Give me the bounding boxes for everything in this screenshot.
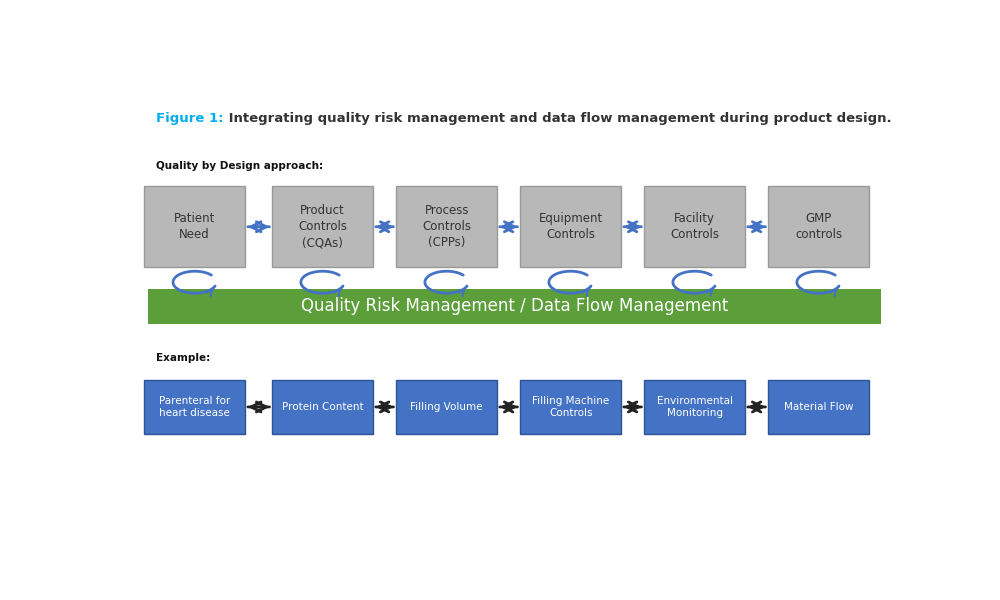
Text: Equipment
Controls: Equipment Controls bbox=[538, 212, 603, 241]
Text: Filling Volume: Filling Volume bbox=[410, 402, 483, 412]
Bar bbox=[644, 380, 745, 434]
Bar bbox=[768, 187, 869, 267]
Text: Product
Controls
(CQAs): Product Controls (CQAs) bbox=[298, 204, 347, 249]
Text: GMP
controls: GMP controls bbox=[795, 212, 842, 241]
Bar bbox=[520, 187, 621, 267]
Bar bbox=[144, 380, 245, 434]
Text: Environmental
Monitoring: Environmental Monitoring bbox=[657, 396, 733, 418]
Text: Material Flow: Material Flow bbox=[784, 402, 853, 412]
Bar bbox=[644, 187, 745, 267]
Text: Filling Machine
Controls: Filling Machine Controls bbox=[532, 396, 609, 418]
Bar bbox=[144, 187, 245, 267]
Bar bbox=[272, 380, 373, 434]
Bar bbox=[396, 187, 497, 267]
Text: Example:: Example: bbox=[156, 353, 210, 363]
Text: Integrating quality risk management and data flow management during product desi: Integrating quality risk management and … bbox=[224, 112, 891, 125]
Text: Protein Content: Protein Content bbox=[282, 402, 363, 412]
Text: Patient
Need: Patient Need bbox=[174, 212, 215, 241]
Text: Facility
Controls: Facility Controls bbox=[670, 212, 719, 241]
Text: Quality by Design approach:: Quality by Design approach: bbox=[156, 161, 323, 172]
Bar bbox=[520, 380, 621, 434]
Text: Figure 1:: Figure 1: bbox=[156, 112, 224, 125]
Text: Parenteral for
heart disease: Parenteral for heart disease bbox=[159, 396, 230, 418]
Bar bbox=[768, 380, 869, 434]
Text: Quality Risk Management / Data Flow Management: Quality Risk Management / Data Flow Mana… bbox=[301, 298, 728, 316]
Text: Process
Controls
(CPPs): Process Controls (CPPs) bbox=[422, 204, 471, 249]
Bar bbox=[148, 289, 881, 324]
Bar bbox=[396, 380, 497, 434]
Bar bbox=[272, 187, 373, 267]
